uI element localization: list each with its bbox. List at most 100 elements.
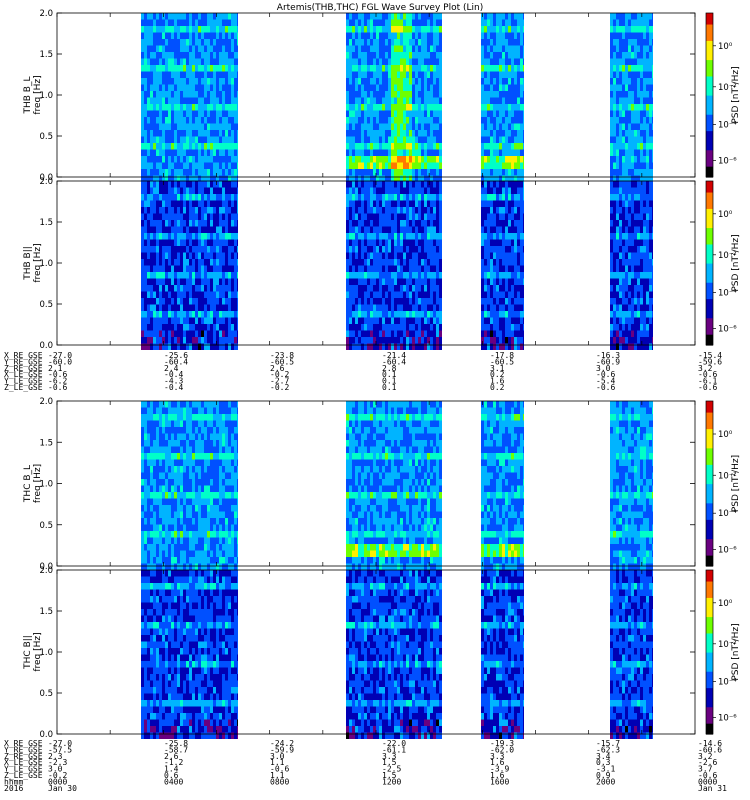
spectrogram-cell — [207, 97, 210, 104]
spectrogram-cell — [150, 91, 153, 98]
spectrogram-cell — [144, 259, 147, 266]
spectrogram-cell — [505, 311, 508, 318]
spectrogram-cell — [144, 136, 147, 143]
spectrogram-cell — [391, 272, 394, 279]
spectrogram-cell — [424, 324, 427, 331]
spectrogram-cell — [433, 239, 436, 246]
spectrogram-block — [346, 181, 442, 350]
spectrogram-cell — [403, 104, 406, 111]
spectrogram-cell — [361, 291, 364, 298]
spectrogram-cell — [487, 291, 490, 298]
spectrogram-cell — [643, 149, 646, 156]
spectrogram-cell — [412, 52, 415, 59]
spectrogram-cell — [520, 162, 523, 169]
spectrogram-cell — [637, 265, 640, 272]
spectrogram-cell — [216, 330, 219, 337]
spectrogram-cell — [613, 207, 616, 214]
spectrogram-cell — [520, 272, 523, 279]
spectrogram-cell — [634, 149, 637, 156]
spectrogram-cell — [418, 213, 421, 220]
spectrogram-cell — [403, 181, 406, 188]
spectrogram-cell — [156, 13, 159, 20]
spectrogram-cell — [147, 233, 150, 240]
spectrogram-cell — [640, 117, 643, 124]
spectrogram-cell — [436, 13, 439, 20]
spectrogram-cell — [153, 304, 156, 311]
spectrogram-cell — [376, 39, 379, 46]
spectrogram-cell — [355, 110, 358, 117]
spectrogram-cell — [652, 45, 653, 52]
spectrogram-cell — [382, 181, 385, 188]
spectrogram-cell — [225, 272, 228, 279]
spectrogram-cell — [183, 337, 186, 344]
spectrogram-cell — [358, 304, 361, 311]
spectrogram-cell — [406, 117, 409, 124]
spectrogram-cell — [481, 265, 484, 272]
spectrogram-cell — [171, 207, 174, 214]
spectrogram-cell — [388, 45, 391, 52]
spectrogram-cell — [147, 246, 150, 253]
spectrogram-cell — [156, 65, 159, 72]
spectrogram-cell — [436, 58, 439, 65]
spectrogram-cell — [192, 317, 195, 324]
spectrogram-cell — [613, 304, 616, 311]
colorbar-step — [706, 45, 713, 50]
spectrogram-cell — [523, 91, 524, 98]
spectrogram-cell — [427, 317, 430, 324]
spectrogram-cell — [433, 143, 436, 150]
spectrogram-cell — [481, 259, 484, 266]
spectrogram-cell — [433, 149, 436, 156]
spectrogram-cell — [622, 330, 625, 337]
spectrogram-cell — [646, 13, 649, 20]
spectrogram-cell — [418, 78, 421, 85]
spectrogram-cell — [634, 65, 637, 72]
spectrogram-cell — [496, 337, 499, 344]
spectrogram-cell — [204, 285, 207, 292]
spectrogram-cell — [502, 324, 505, 331]
spectrogram-cell — [637, 343, 640, 350]
spectrogram-cell — [162, 143, 165, 150]
spectrogram-cell — [649, 52, 652, 59]
spectrogram-cell — [505, 110, 508, 117]
spectrogram-cell — [364, 233, 367, 240]
spectrogram-cell — [487, 110, 490, 117]
spectrogram-cell — [222, 324, 225, 331]
spectrogram-cell — [382, 104, 385, 111]
spectrogram-cell — [361, 207, 364, 214]
spectrogram-cell — [228, 156, 231, 163]
spectrogram-cell — [643, 317, 646, 324]
spectrogram-cell — [379, 311, 382, 318]
spectrogram-cell — [640, 272, 643, 279]
spectrogram-cell — [370, 239, 373, 246]
spectrogram-cell — [144, 169, 147, 176]
spectrogram-cell — [204, 200, 207, 207]
spectrogram-cell — [424, 226, 427, 233]
spectrogram-cell — [484, 194, 487, 201]
spectrogram-cell — [192, 130, 195, 137]
spectrogram-cell — [613, 130, 616, 137]
spectrogram-cell — [382, 233, 385, 240]
spectrogram-cell — [628, 91, 631, 98]
spectrogram-cell — [421, 19, 424, 26]
spectrogram-cell — [505, 143, 508, 150]
spectrogram-cell — [625, 272, 628, 279]
spectrogram-cell — [364, 337, 367, 344]
spectrogram-cell — [427, 298, 430, 305]
spectrogram-cell — [436, 32, 439, 39]
spectrogram-cell — [622, 285, 625, 292]
spectrogram-cell — [195, 58, 198, 65]
spectrogram-cell — [228, 233, 231, 240]
spectrogram-cell — [640, 220, 643, 227]
spectrogram-cell — [649, 117, 652, 124]
spectrogram-cell — [631, 26, 634, 33]
spectrogram-cell — [141, 200, 144, 207]
spectrogram-cell — [216, 304, 219, 311]
spectrogram-cell — [436, 272, 439, 279]
spectrogram-cell — [514, 252, 517, 259]
spectrogram-cell — [496, 65, 499, 72]
spectrogram-cell — [520, 285, 523, 292]
spectrogram-cell — [159, 291, 162, 298]
spectrogram-cell — [415, 259, 418, 266]
spectrogram-cell — [619, 337, 622, 344]
spectrogram-cell — [394, 156, 397, 163]
